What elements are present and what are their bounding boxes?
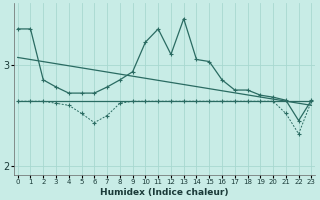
X-axis label: Humidex (Indice chaleur): Humidex (Indice chaleur) xyxy=(100,188,229,197)
